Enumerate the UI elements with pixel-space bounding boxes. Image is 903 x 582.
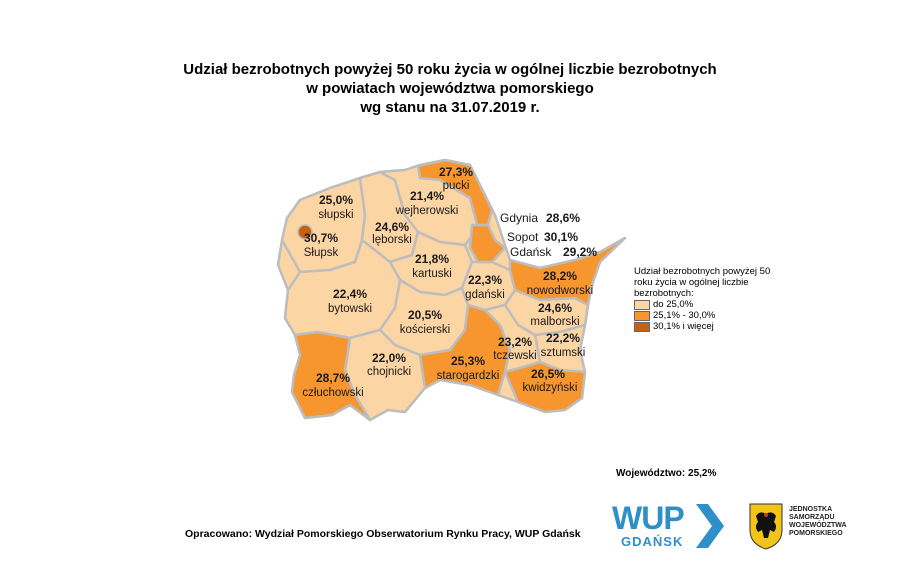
city-name-gdansk: Gdańsk <box>510 245 552 259</box>
label-name-slupski: słupski <box>318 209 353 221</box>
samorzad-line-3: WOJEWÓDZTWA <box>789 522 847 529</box>
samorzad-line-2: SAMORZĄDU <box>789 514 835 521</box>
label-name-bytowski: bytowski <box>328 303 372 315</box>
label-name-sztumski: sztumski <box>541 347 586 359</box>
label-value-pucki: 27,3% <box>439 165 473 179</box>
label-value-wejherowski: 21,4% <box>410 189 444 203</box>
city-value-gdansk: 29,2% <box>563 245 597 259</box>
label-value-starogardzki: 25,3% <box>451 354 485 368</box>
label-value-leborski: 24,6% <box>375 220 409 234</box>
samorzad-line-1: JEDNOSTKA <box>789 506 833 513</box>
label-name-kartuski: kartuski <box>412 268 452 280</box>
district-slupsk-city[interactable] <box>297 224 313 240</box>
title-line-2: w powiatach województwa pomorskiego <box>306 80 594 97</box>
samorzad-logo-text: JEDNOSTKA SAMORZĄDU WOJEWÓDZTWA POMORSKI… <box>789 506 847 538</box>
label-name-kwidzynski: kwidzyński <box>523 382 578 394</box>
title-line-3: wg stanu na 31.07.2019 r. <box>360 99 540 116</box>
label-value-gdanski: 22,3% <box>468 273 502 287</box>
label-value-chojnicki: 22,0% <box>372 351 406 365</box>
label-value-nowodworski: 28,2% <box>543 269 577 283</box>
city-value-gdynia: 28,6% <box>546 211 580 225</box>
label-name-gdanski: gdański <box>465 289 505 301</box>
legend-label-mid: 25,1% - 30,0% <box>653 310 716 321</box>
label-name-wejherowski: wejherowski <box>395 205 459 217</box>
map-legend: Udział bezrobotnych powyżej 50 roku życi… <box>634 266 774 332</box>
label-name-nowodworski: nowodworski <box>527 285 593 297</box>
label-name-leborski: lęborski <box>372 234 412 246</box>
label-value-tczewski: 23,2% <box>498 335 532 349</box>
label-value-bytowski: 22,4% <box>333 287 367 301</box>
legend-title: Udział bezrobotnych powyżej 50 roku życi… <box>634 266 771 299</box>
city-labels: Gdynia 28,6% Sopot 30,1% Gdańsk 29,2% <box>500 211 597 259</box>
map-title: Udział bezrobotnych powyżej 50 roku życi… <box>150 60 750 117</box>
legend-swatch-mid <box>634 310 650 321</box>
wup-logo-sub: GDAŃSK <box>621 534 684 549</box>
label-name-chojnicki: chojnicki <box>367 366 411 378</box>
samorzad-line-4: POMORSKIEGO <box>789 530 843 537</box>
wup-logo-main: WUP <box>612 500 685 536</box>
label-value-sztumski: 22,2% <box>546 331 580 345</box>
title-line-1: Udział bezrobotnych powyżej 50 roku życi… <box>183 61 717 78</box>
city-name-sopot: Sopot <box>507 230 539 244</box>
label-value-kartuski: 21,8% <box>415 252 449 266</box>
district-kwidzynski[interactable] <box>503 360 587 414</box>
region-total: Województwo: 25,2% <box>616 468 717 479</box>
label-name-czluchowski: człuchowski <box>302 387 363 399</box>
legend-swatch-high <box>634 321 650 332</box>
wup-logo: WUP GDAŃSK <box>612 500 724 552</box>
label-name-tczewski: tczewski <box>493 350 536 362</box>
legend-item: 30,1% i więcej <box>634 321 774 332</box>
legend-swatch-low <box>634 299 650 310</box>
label-name-malborski: malborski <box>530 316 579 328</box>
district-labels: 25,0% słupski 30,7% Słupsk 24,6% lęborsk… <box>302 165 593 399</box>
legend-item: 25,1% - 30,0% <box>634 310 774 321</box>
legend-label-high: 30,1% i więcej <box>653 321 714 332</box>
label-name-starogardzki: starogardzki <box>437 370 500 382</box>
legend-label-low: do 25,0% <box>653 299 694 310</box>
city-value-sopot: 30,1% <box>544 230 578 244</box>
label-value-czluchowski: 28,7% <box>316 371 350 385</box>
label-name-koscierski: kościerski <box>400 324 450 336</box>
label-value-malborski: 24,6% <box>538 301 572 315</box>
label-value-slupsk: 30,7% <box>304 231 338 245</box>
wup-arrow-icon <box>696 504 724 548</box>
label-value-slupski: 25,0% <box>319 193 353 207</box>
district-gdynia-sopot-gdansk[interactable] <box>468 223 507 264</box>
legend-item: do 25,0% <box>634 299 774 310</box>
district-czluchowski[interactable] <box>290 330 372 422</box>
label-value-kwidzynski: 26,5% <box>531 367 565 381</box>
label-value-koscierski: 20,5% <box>408 308 442 322</box>
pomorskie-crest-icon <box>749 503 783 550</box>
label-name-pucki: pucki <box>443 180 470 192</box>
district-nowodworski[interactable] <box>508 236 627 307</box>
source-note: Opracowano: Wydział Pomorskiego Obserwat… <box>185 528 581 540</box>
city-name-gdynia: Gdynia <box>500 211 538 225</box>
label-name-slupsk: Słupsk <box>304 247 339 259</box>
